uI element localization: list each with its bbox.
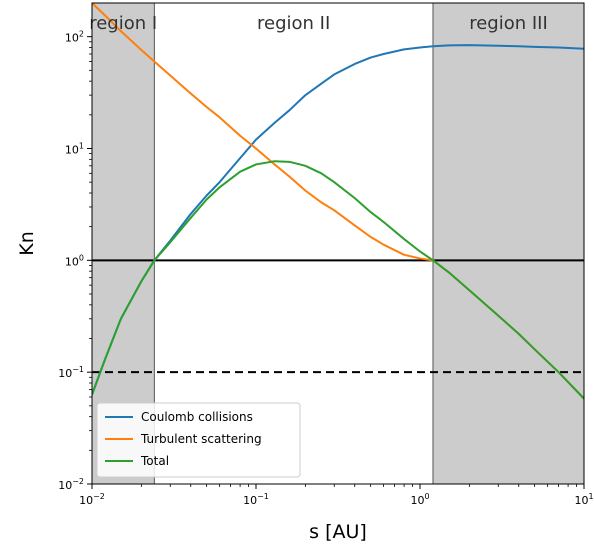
x-tick-label: 10−1	[243, 492, 269, 507]
region-label-region-iii: region III	[469, 13, 548, 34]
ticks-layer: 10−2 10−1 100 101 10−2 10−1 100 101 102	[58, 30, 593, 507]
y-tick-label: 101	[65, 141, 84, 156]
y-tick-label: 10−2	[58, 477, 84, 492]
x-axis-label: s [AU]	[309, 521, 367, 543]
x-tick-label: 100	[410, 492, 429, 507]
legend-label-coulomb-collisions: Coulomb collisions	[141, 410, 253, 424]
region-label-region-i: region I	[89, 13, 157, 34]
reference-lines-layer	[92, 259, 584, 374]
plot-frame	[91, 2, 585, 485]
legend-label-total: Total	[140, 454, 169, 468]
y-tick-label: 100	[65, 253, 84, 268]
series-line-total	[92, 160, 584, 400]
y-tick-label: 102	[65, 30, 84, 45]
legend-box	[96, 402, 301, 478]
legend-label-turbulent-scattering: Turbulent scattering	[140, 432, 262, 446]
region-labels-layer: region I region II region III	[89, 13, 548, 34]
x-tick-label: 10−2	[79, 492, 105, 507]
series-layer	[92, 3, 584, 400]
y-tick-label: 10−1	[58, 365, 84, 380]
region-label-region-ii: region II	[257, 13, 330, 34]
x-tick-label: 101	[574, 492, 593, 507]
region-shade-region-iii	[432, 3, 584, 484]
y-axis-label: Kn	[16, 231, 38, 256]
legend: Coulomb collisions Turbulent scattering To…	[96, 402, 301, 478]
regions-layer	[92, 3, 584, 484]
